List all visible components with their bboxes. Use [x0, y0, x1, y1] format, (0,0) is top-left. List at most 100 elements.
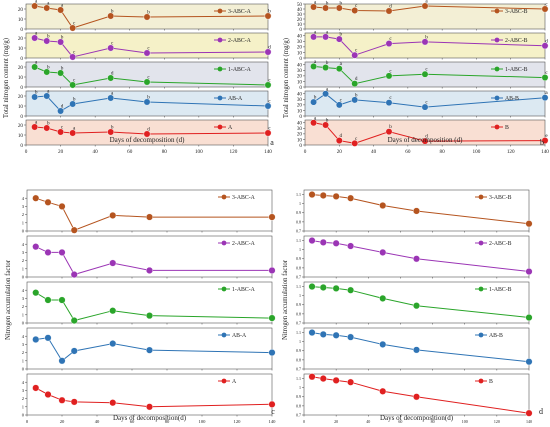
subplot-3-ABC-A: 0 10 20 a a a c b b b 3-ABC-A: [18, 0, 272, 33]
data-point: [525, 220, 533, 228]
data-point: [31, 34, 39, 42]
data-point: [310, 33, 317, 41]
data-point: [379, 248, 387, 256]
x-tick-label: 40: [371, 149, 377, 155]
legend-marker: [478, 240, 484, 246]
data-point: [58, 202, 66, 210]
data-point: [308, 283, 316, 291]
data-point: [310, 119, 317, 127]
data-point: [322, 33, 329, 41]
data-point: [421, 137, 429, 145]
data-point: [308, 373, 316, 381]
data-point: [44, 248, 52, 256]
significance-letter: b: [326, 60, 329, 66]
y-tick-label: 0.7: [296, 274, 301, 279]
data-point: [525, 314, 533, 322]
legend-marker: [494, 95, 500, 101]
legend-marker: [217, 8, 223, 14]
legend-marker: [217, 95, 223, 101]
data-point: [143, 49, 151, 57]
data-point: [379, 387, 387, 395]
data-point: [109, 307, 117, 315]
data-point: [322, 64, 329, 71]
y-tick-label: 10: [297, 79, 303, 85]
data-point: [335, 4, 343, 12]
subplot-B: 0.7 0.8 0.9 1 1.1 B 0 20 40 60 80 100 120 140: [296, 373, 533, 424]
y-tick-label: 0.9: [296, 302, 301, 307]
data-point: [58, 296, 66, 304]
y-tick-label: 0: [299, 85, 302, 91]
y-tick-label: 1: [299, 201, 301, 206]
data-point: [541, 42, 549, 50]
data-point: [385, 40, 393, 47]
y-tick-label: 0.7: [296, 320, 301, 325]
data-point: [308, 237, 316, 245]
y-tick-label: 1: [22, 358, 25, 363]
significance-letter: c: [340, 97, 343, 103]
data-point: [43, 68, 51, 76]
significance-letter: b: [389, 124, 392, 130]
significance-letter: a: [35, 120, 38, 126]
data-point: [347, 286, 355, 294]
legend-marker: [494, 124, 500, 130]
data-point: [145, 312, 153, 320]
y-tick-label: 2: [22, 304, 25, 309]
y-tick-label: 0: [22, 321, 25, 326]
data-point: [143, 130, 151, 138]
significance-letter: d: [425, 134, 428, 140]
data-point: [310, 98, 317, 106]
y-tick-label: 20: [18, 94, 24, 100]
x-tick-label: 20: [60, 419, 65, 424]
y-tick-label: 0.8: [296, 219, 301, 224]
y-tick-label: 0.8: [296, 403, 301, 408]
legend-label: B: [489, 379, 493, 385]
data-point: [268, 213, 276, 221]
data-point: [268, 349, 276, 357]
subplot-2-ABC-B: 0.7 0.8 0.9 1 1.1 2-ABC-B: [296, 235, 533, 279]
significance-letter: a: [47, 89, 50, 95]
data-point: [268, 266, 276, 274]
data-point: [332, 376, 340, 384]
data-point: [264, 129, 272, 137]
chart-panel-c: 0 1 2 3 4 3-ABC-A 0 1 2 3 4 2-ABC-A 0 1 2 3 4 1-ABC-A 0 1 2 3…: [5, 189, 276, 424]
data-point: [322, 121, 329, 129]
significance-letter: a: [47, 1, 50, 7]
x-axis-title: Days of decomposition (d): [388, 136, 464, 144]
significance-letter: c: [545, 70, 548, 76]
x-tick-label: 0: [303, 419, 305, 424]
y-tick-label: 20: [18, 65, 24, 71]
significance-letter: b: [47, 121, 50, 127]
data-point: [143, 98, 151, 106]
x-tick-label: 100: [473, 149, 481, 155]
y-tick-label: 4: [22, 288, 25, 293]
data-point: [347, 242, 355, 250]
y-tick-label: 4: [22, 242, 25, 247]
y-tick-label: 1.1: [296, 238, 301, 243]
data-point: [421, 2, 429, 10]
data-point: [44, 391, 52, 399]
y-axis-title: Nitrogen accumulation factor: [282, 259, 289, 340]
x-tick-label: 40: [95, 419, 100, 424]
y-tick-label: 1: [299, 385, 301, 390]
significance-letter: a: [326, 29, 329, 35]
significance-letter: d: [545, 38, 548, 44]
legend-marker: [221, 332, 227, 338]
y-tick-label: 0.9: [296, 210, 301, 215]
y-tick-label: 0: [299, 114, 302, 120]
panel-letter: d: [539, 407, 543, 416]
data-point: [31, 63, 39, 71]
data-point: [379, 340, 387, 348]
data-point: [347, 194, 355, 202]
data-point: [308, 191, 316, 199]
legend-marker: [221, 378, 227, 384]
significance-letter: c: [355, 136, 358, 142]
data-point: [57, 107, 64, 115]
y-tick-label: 0.9: [296, 394, 301, 399]
significance-letter: d: [389, 4, 392, 10]
y-tick-label: 0: [20, 143, 23, 149]
y-tick-label: 20: [297, 132, 303, 138]
y-tick-label: 4: [22, 196, 25, 201]
subplot-1-ABC-B: 0.7 0.8 0.9 1 1.1 1-ABC-B: [296, 281, 533, 325]
